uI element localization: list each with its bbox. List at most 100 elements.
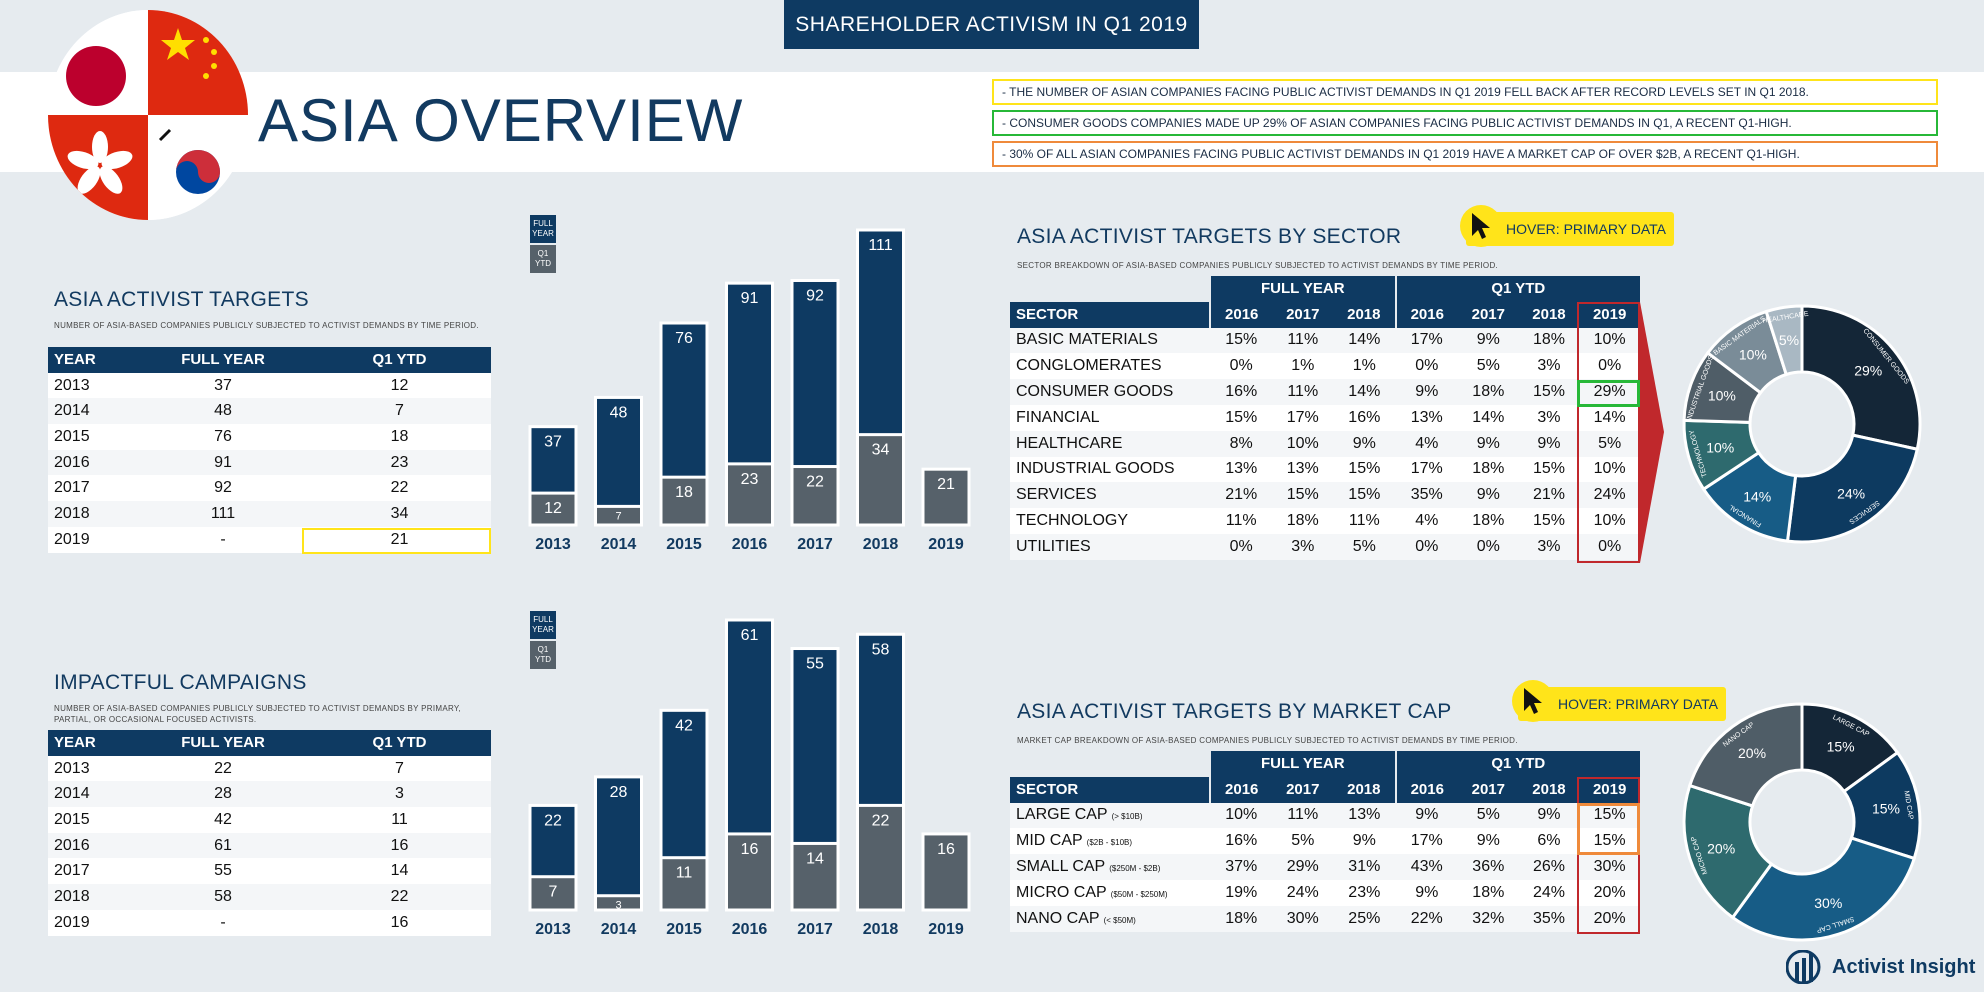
marketcap-col-year: 2017: [1458, 776, 1519, 803]
note-3: - 30% OF ALL ASIAN COMPANIES FACING PUBL…: [992, 141, 1938, 167]
marketcap-cell: 26%: [1518, 854, 1580, 880]
marketcap-cell: 18%: [1210, 905, 1273, 932]
sector-row-name: CONSUMER GOODS: [1010, 379, 1210, 405]
sector-cell: 0%: [1458, 533, 1519, 560]
marketcap-row: SMALL CAP ($250M - $2B) 37% 29% 31% 43% 36% 26%…: [1010, 854, 1640, 880]
sector-col-year: 2018: [1518, 301, 1580, 328]
campaigns-cell: 2019: [48, 909, 138, 936]
marketcap-row-label: LARGE CAP: [1016, 806, 1108, 824]
marketcap-cell: 19%: [1210, 879, 1273, 906]
sector-row: BASIC MATERIALS 15% 11% 14% 17% 9% 18% 10%: [1010, 327, 1640, 354]
sector-row-name: FINANCIAL: [1010, 404, 1210, 431]
targets-row: 2018 111 34: [48, 501, 491, 527]
sector-row-label: BASIC MATERIALS: [1016, 331, 1158, 349]
campaigns-cell: 2016: [48, 832, 138, 859]
sector-cell: 3%: [1518, 533, 1580, 560]
sector-cell: 14%: [1333, 379, 1396, 405]
marketcap-row-name: NANO CAP (< $50M): [1010, 905, 1210, 932]
sector-cell: 15%: [1210, 327, 1273, 354]
sector-group-q1: Q1 YTD: [1394, 276, 1640, 302]
campaigns-row: 2018 58 22: [48, 884, 491, 910]
bar-category-label: 2014: [601, 536, 637, 553]
targets-cell: 37: [138, 372, 308, 399]
marketcap-hover-button[interactable]: HOVER: PRIMARY DATA: [1518, 687, 1726, 721]
bar-q1-ytd: [921, 467, 971, 527]
campaigns-cell: 42: [138, 807, 308, 833]
marketcap-cell: 13%: [1333, 802, 1396, 829]
bar-q1-ytd: [528, 491, 578, 527]
marketcap-col-year: 2016: [1208, 776, 1273, 803]
targets-subtitle: NUMBER OF ASIA-BASED COMPANIES PUBLICLY …: [54, 321, 479, 330]
campaigns-cell: 28: [138, 781, 308, 808]
marketcap-cell: 17%: [1395, 828, 1458, 855]
sector-col-year: 2019: [1579, 301, 1640, 328]
marketcap-row-label: NANO CAP: [1016, 909, 1100, 927]
targets-col-year: YEAR: [48, 347, 138, 373]
marketcap-cell: 22%: [1395, 905, 1458, 932]
sector-row-label: CONSUMER GOODS: [1016, 383, 1174, 401]
bar-q1-ytd-label: 11: [676, 865, 693, 882]
sector-cell: 15%: [1333, 482, 1396, 509]
sector-row-label: TECHNOLOGY: [1016, 512, 1129, 530]
donut-slice: [1687, 702, 1804, 808]
sector-cell: 11%: [1210, 508, 1273, 534]
sector-cell: 8%: [1210, 430, 1273, 457]
marketcap-cell: 30%: [1579, 854, 1640, 880]
campaigns-cell: 22: [308, 884, 491, 910]
targets-row: 2015 76 18: [48, 424, 491, 450]
marketcap-hover-label: HOVER: PRIMARY DATA: [1558, 696, 1718, 712]
donut-value-label: 24%: [1837, 485, 1865, 501]
donut-value-label: 29%: [1854, 363, 1882, 379]
sector-row: CONSUMER GOODS 16% 11% 14% 9% 18% 15% 29%: [1010, 379, 1640, 405]
targets-row: 2014 48 7: [48, 398, 491, 425]
marketcap-cell: 5%: [1458, 802, 1519, 829]
marketcap-hover-pointer[interactable]: [1512, 680, 1554, 722]
marketcap-cell: 43%: [1395, 854, 1458, 880]
donut-slice: [1764, 304, 1804, 377]
bar-full-year-label: 28: [610, 784, 628, 801]
sector-cell: 17%: [1395, 327, 1458, 354]
legend-q1-1: Q1 YTD: [530, 245, 556, 273]
marketcap-cell: 25%: [1333, 905, 1396, 932]
marketcap-row-range: (< $50M): [1103, 915, 1136, 925]
bar-q1-ytd: [790, 841, 840, 912]
marketcap-cell: 15%: [1579, 802, 1640, 829]
donut-value-label: 20%: [1738, 745, 1766, 761]
campaigns-col-q1: Q1 YTD: [308, 730, 491, 756]
targets-cell: 34: [308, 501, 491, 527]
bar-category-label: 2017: [797, 536, 833, 553]
sector-hover-cursor: [1460, 205, 1502, 247]
sector-cell: 0%: [1579, 533, 1640, 560]
sector-row: TECHNOLOGY 11% 18% 11% 4% 18% 15% 10%: [1010, 508, 1640, 534]
sector-col-year: 2017: [1272, 301, 1334, 328]
bar-category-label: 2018: [863, 536, 899, 553]
marketcap-table: FULL YEAR Q1 YTD SECTOR 2016 2017 2018 2016 2…: [1010, 751, 1640, 932]
targets-row: 2017 92 22: [48, 475, 491, 502]
sector-cell: 18%: [1272, 508, 1334, 534]
targets-cell: 2019: [48, 526, 138, 553]
donut-value-label: 20%: [1707, 840, 1735, 856]
bar-full-year-label: 58: [872, 641, 890, 658]
activist-insight-logo-icon: [1786, 950, 1821, 984]
sector-row-name: SERVICES: [1010, 482, 1210, 509]
sector-cell: 11%: [1333, 508, 1396, 534]
bar-category-label: 2015: [666, 536, 702, 553]
targets-2019-highlight: [302, 528, 491, 554]
sector-donut-chart: 29%CONSUMER GOODS24%SERVICES14%FINANCIAL…: [1682, 304, 1922, 544]
brand-name: Activist Insight: [1832, 955, 1976, 978]
campaigns-cell: 2017: [48, 858, 138, 885]
bar-q1-ytd-label: 7: [549, 884, 558, 901]
bar-category-label: 2013: [535, 536, 571, 553]
sector-col-year: 2018: [1333, 301, 1396, 328]
sector-cell: 29%: [1579, 379, 1640, 405]
marketcap-cell: 24%: [1272, 879, 1334, 906]
marketcap-cell: 15%: [1579, 828, 1640, 855]
targets-cell: 91: [138, 449, 308, 476]
marketcap-row-range: (> $10B): [1111, 812, 1143, 822]
sector-cell: 13%: [1395, 404, 1458, 431]
sector-hover-button[interactable]: HOVER: PRIMARY DATA: [1466, 212, 1674, 246]
flags-icon: [48, 10, 248, 220]
donut-slice: [1682, 783, 1774, 920]
marketcap-cell: 9%: [1395, 879, 1458, 906]
